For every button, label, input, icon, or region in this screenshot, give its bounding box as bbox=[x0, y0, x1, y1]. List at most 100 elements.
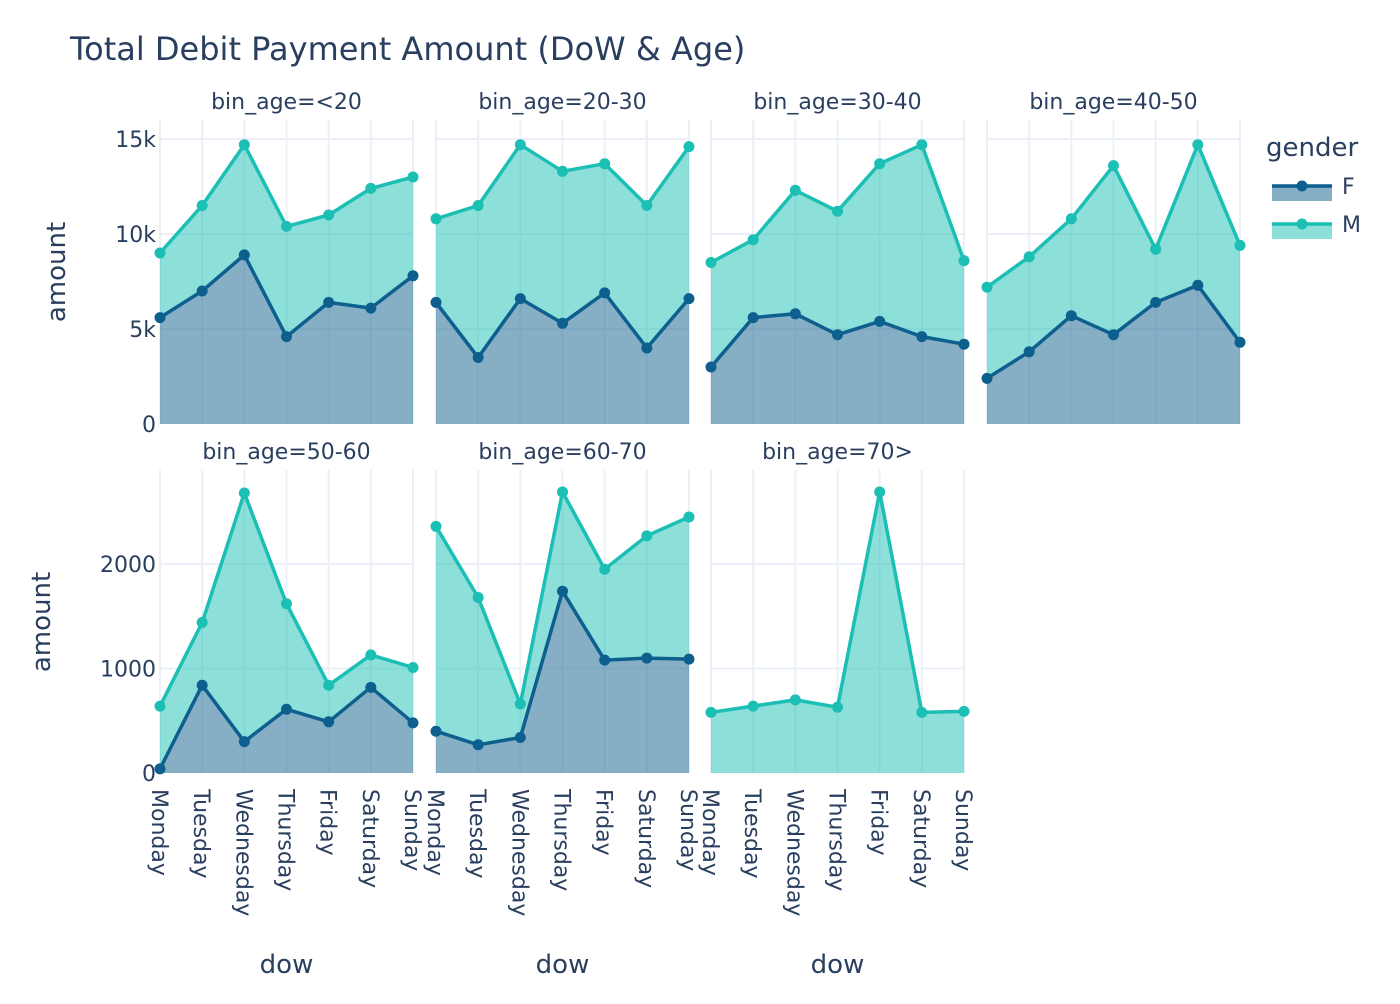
data-point-F[interactable] bbox=[1065, 310, 1077, 322]
legend-item-M[interactable]: M bbox=[1272, 213, 1361, 239]
data-point-F[interactable] bbox=[916, 331, 928, 343]
data-point-M[interactable] bbox=[981, 281, 993, 293]
data-point-M[interactable] bbox=[599, 158, 611, 170]
legend[interactable]: gender FM bbox=[1266, 133, 1361, 239]
legend-item-F[interactable]: F bbox=[1272, 175, 1355, 201]
data-point-M[interactable] bbox=[1108, 160, 1119, 172]
data-point-M[interactable] bbox=[1065, 213, 1077, 225]
data-point-F[interactable] bbox=[1234, 336, 1246, 348]
data-point-M[interactable] bbox=[1150, 243, 1162, 255]
data-point-F[interactable] bbox=[641, 652, 653, 664]
data-point-F[interactable] bbox=[981, 372, 993, 384]
data-point-F[interactable] bbox=[832, 329, 843, 341]
data-point-M[interactable] bbox=[789, 184, 801, 196]
x-tick-label: Friday bbox=[315, 789, 340, 856]
data-point-M[interactable] bbox=[281, 598, 292, 610]
data-point-F[interactable] bbox=[154, 763, 166, 775]
data-point-F[interactable] bbox=[683, 653, 695, 665]
data-point-M[interactable] bbox=[472, 591, 484, 603]
data-point-M[interactable] bbox=[641, 530, 653, 542]
data-point-M[interactable] bbox=[365, 182, 377, 194]
data-point-F[interactable] bbox=[365, 681, 377, 693]
data-point-M[interactable] bbox=[747, 234, 759, 246]
data-point-F[interactable] bbox=[514, 731, 526, 743]
data-point-M[interactable] bbox=[789, 694, 801, 706]
data-point-F[interactable] bbox=[789, 308, 801, 320]
data-point-M[interactable] bbox=[874, 486, 886, 498]
data-point-F[interactable] bbox=[599, 654, 611, 666]
data-point-M[interactable] bbox=[430, 213, 442, 225]
data-point-M[interactable] bbox=[407, 661, 419, 673]
data-point-M[interactable] bbox=[472, 200, 484, 211]
data-point-M[interactable] bbox=[683, 141, 695, 153]
data-point-F[interactable] bbox=[196, 285, 208, 297]
data-point-M[interactable] bbox=[1192, 139, 1204, 151]
data-point-F[interactable] bbox=[641, 342, 653, 354]
data-point-M[interactable] bbox=[407, 171, 419, 183]
x-axis-title: dow bbox=[260, 950, 314, 980]
data-point-F[interactable] bbox=[1150, 296, 1162, 308]
data-point-F[interactable] bbox=[1023, 346, 1035, 358]
x-tick-label: Saturday bbox=[633, 789, 658, 888]
data-point-F[interactable] bbox=[281, 331, 292, 343]
data-point-F[interactable] bbox=[407, 717, 419, 729]
data-point-F[interactable] bbox=[514, 293, 526, 305]
data-point-M[interactable] bbox=[323, 679, 335, 691]
data-point-M[interactable] bbox=[958, 255, 970, 267]
data-point-M[interactable] bbox=[916, 706, 928, 718]
data-point-M[interactable] bbox=[557, 486, 568, 498]
data-point-M[interactable] bbox=[683, 511, 695, 523]
data-point-F[interactable] bbox=[323, 716, 335, 728]
data-point-F[interactable] bbox=[705, 361, 717, 373]
data-point-F[interactable] bbox=[281, 703, 292, 715]
data-point-M[interactable] bbox=[1023, 251, 1035, 263]
data-point-F[interactable] bbox=[1108, 329, 1119, 341]
data-point-F[interactable] bbox=[472, 739, 484, 751]
data-point-F[interactable] bbox=[407, 270, 419, 282]
data-point-F[interactable] bbox=[430, 725, 442, 737]
data-point-M[interactable] bbox=[514, 698, 526, 710]
data-point-M[interactable] bbox=[832, 701, 843, 713]
data-point-F[interactable] bbox=[430, 296, 442, 308]
data-point-F[interactable] bbox=[154, 312, 166, 324]
data-point-F[interactable] bbox=[472, 352, 484, 363]
data-point-M[interactable] bbox=[365, 649, 377, 661]
data-point-M[interactable] bbox=[557, 165, 568, 177]
data-point-M[interactable] bbox=[747, 700, 759, 712]
data-point-F[interactable] bbox=[1192, 279, 1204, 291]
data-point-M[interactable] bbox=[323, 209, 335, 221]
data-point-F[interactable] bbox=[747, 312, 759, 324]
data-point-M[interactable] bbox=[916, 139, 928, 151]
data-point-M[interactable] bbox=[238, 487, 250, 499]
data-point-M[interactable] bbox=[281, 220, 292, 232]
data-point-F[interactable] bbox=[874, 315, 886, 327]
data-point-M[interactable] bbox=[599, 563, 611, 575]
x-tick-label: Monday bbox=[697, 789, 722, 876]
data-point-F[interactable] bbox=[958, 338, 970, 350]
data-point-F[interactable] bbox=[365, 302, 377, 314]
data-point-M[interactable] bbox=[641, 200, 653, 211]
data-point-M[interactable] bbox=[196, 617, 208, 629]
data-point-F[interactable] bbox=[238, 736, 250, 748]
data-point-F[interactable] bbox=[557, 317, 568, 329]
data-point-M[interactable] bbox=[430, 520, 442, 532]
data-point-F[interactable] bbox=[323, 296, 335, 308]
data-point-M[interactable] bbox=[154, 700, 166, 712]
data-point-F[interactable] bbox=[599, 287, 611, 299]
legend-swatch-marker bbox=[1296, 180, 1308, 192]
data-point-M[interactable] bbox=[238, 139, 250, 151]
data-point-M[interactable] bbox=[705, 706, 717, 718]
data-point-M[interactable] bbox=[832, 205, 843, 217]
data-point-F[interactable] bbox=[196, 679, 208, 691]
data-point-F[interactable] bbox=[557, 585, 568, 597]
data-point-F[interactable] bbox=[683, 293, 695, 305]
data-point-M[interactable] bbox=[196, 200, 208, 211]
data-point-M[interactable] bbox=[958, 705, 970, 717]
data-point-M[interactable] bbox=[874, 158, 886, 170]
data-point-M[interactable] bbox=[514, 139, 526, 151]
data-point-F[interactable] bbox=[238, 249, 250, 261]
data-point-M[interactable] bbox=[1234, 239, 1246, 251]
data-point-M[interactable] bbox=[154, 247, 166, 259]
data-point-M[interactable] bbox=[705, 257, 717, 268]
